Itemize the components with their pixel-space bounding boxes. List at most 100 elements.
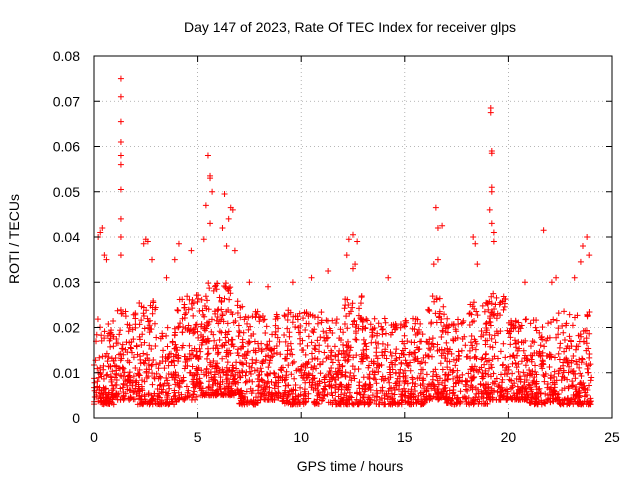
data-point bbox=[476, 366, 483, 373]
data-point bbox=[110, 401, 117, 408]
data-point bbox=[308, 384, 315, 391]
data-point-outlier bbox=[140, 240, 147, 247]
data-point bbox=[218, 306, 225, 313]
data-point bbox=[483, 350, 490, 357]
data-point bbox=[321, 392, 328, 399]
data-point bbox=[282, 338, 289, 345]
data-point bbox=[150, 356, 157, 363]
data-point-outlier bbox=[350, 231, 356, 238]
data-point bbox=[402, 345, 409, 352]
data-point bbox=[146, 329, 153, 336]
data-point bbox=[314, 320, 321, 327]
data-point bbox=[507, 334, 514, 341]
data-point bbox=[164, 380, 171, 387]
data-point bbox=[253, 357, 260, 364]
data-point bbox=[438, 352, 445, 359]
data-point bbox=[235, 352, 242, 359]
data-point bbox=[186, 342, 193, 349]
data-point bbox=[510, 322, 517, 329]
data-point bbox=[480, 395, 487, 402]
data-point-outlier bbox=[487, 109, 494, 116]
data-point bbox=[263, 323, 270, 330]
data-point bbox=[494, 355, 501, 362]
data-point bbox=[361, 388, 368, 395]
data-point bbox=[402, 377, 409, 384]
data-point bbox=[418, 359, 425, 366]
data-point bbox=[235, 379, 242, 386]
data-point bbox=[573, 358, 580, 365]
data-point bbox=[563, 345, 570, 352]
data-point bbox=[507, 385, 514, 392]
data-point bbox=[195, 292, 202, 299]
data-point bbox=[432, 366, 439, 373]
data-point bbox=[146, 322, 153, 329]
data-point bbox=[576, 364, 583, 371]
data-point bbox=[327, 352, 334, 359]
data-point bbox=[254, 375, 261, 382]
data-point bbox=[300, 362, 307, 369]
data-point bbox=[440, 303, 447, 310]
data-point bbox=[586, 350, 593, 357]
data-point bbox=[247, 323, 254, 330]
data-point bbox=[221, 342, 228, 349]
data-point bbox=[175, 396, 182, 403]
data-point bbox=[343, 384, 350, 391]
data-point bbox=[357, 300, 364, 307]
data-point-outlier bbox=[470, 234, 477, 240]
data-point bbox=[391, 387, 398, 394]
data-point bbox=[160, 400, 167, 407]
data-point bbox=[401, 385, 408, 392]
data-point bbox=[186, 355, 193, 362]
data-point bbox=[212, 391, 219, 398]
data-point-outlier bbox=[488, 188, 495, 195]
y-tick-label: 0.03 bbox=[53, 274, 80, 290]
data-point bbox=[528, 394, 535, 401]
data-point bbox=[210, 357, 217, 364]
data-point bbox=[113, 370, 120, 377]
data-point bbox=[531, 349, 538, 356]
data-point bbox=[438, 315, 445, 322]
data-point bbox=[491, 387, 498, 394]
data-point bbox=[109, 368, 116, 375]
data-point bbox=[424, 352, 431, 359]
data-point bbox=[572, 346, 579, 353]
data-point bbox=[309, 379, 316, 386]
data-point bbox=[347, 369, 354, 376]
data-point bbox=[341, 305, 348, 312]
data-point bbox=[382, 330, 389, 337]
data-point bbox=[286, 399, 293, 406]
data-point bbox=[529, 390, 536, 397]
data-point bbox=[352, 330, 359, 337]
data-point bbox=[169, 398, 176, 405]
data-point bbox=[185, 387, 192, 394]
data-point bbox=[245, 338, 252, 345]
data-point-outlier bbox=[577, 258, 584, 265]
data-point bbox=[553, 317, 560, 324]
data-point bbox=[118, 345, 125, 352]
data-point bbox=[574, 390, 581, 397]
data-point bbox=[314, 396, 321, 403]
data-point bbox=[371, 397, 378, 404]
data-point bbox=[505, 366, 512, 373]
data-point bbox=[388, 390, 395, 397]
data-point bbox=[587, 361, 594, 368]
data-point bbox=[405, 363, 412, 370]
data-point bbox=[242, 372, 249, 379]
data-point bbox=[314, 355, 321, 362]
data-point bbox=[333, 319, 340, 326]
data-point bbox=[179, 329, 186, 336]
y-tick-label: 0.04 bbox=[53, 229, 80, 245]
data-point bbox=[219, 355, 226, 362]
data-point bbox=[252, 349, 259, 356]
data-point bbox=[560, 359, 567, 366]
data-point bbox=[96, 354, 103, 361]
data-point bbox=[527, 352, 534, 359]
data-point bbox=[539, 365, 546, 372]
data-point bbox=[493, 375, 500, 382]
data-point bbox=[275, 383, 282, 390]
data-point bbox=[555, 350, 562, 357]
data-point bbox=[398, 360, 405, 367]
data-point bbox=[169, 374, 176, 381]
data-point bbox=[219, 391, 226, 398]
data-point bbox=[266, 360, 273, 367]
